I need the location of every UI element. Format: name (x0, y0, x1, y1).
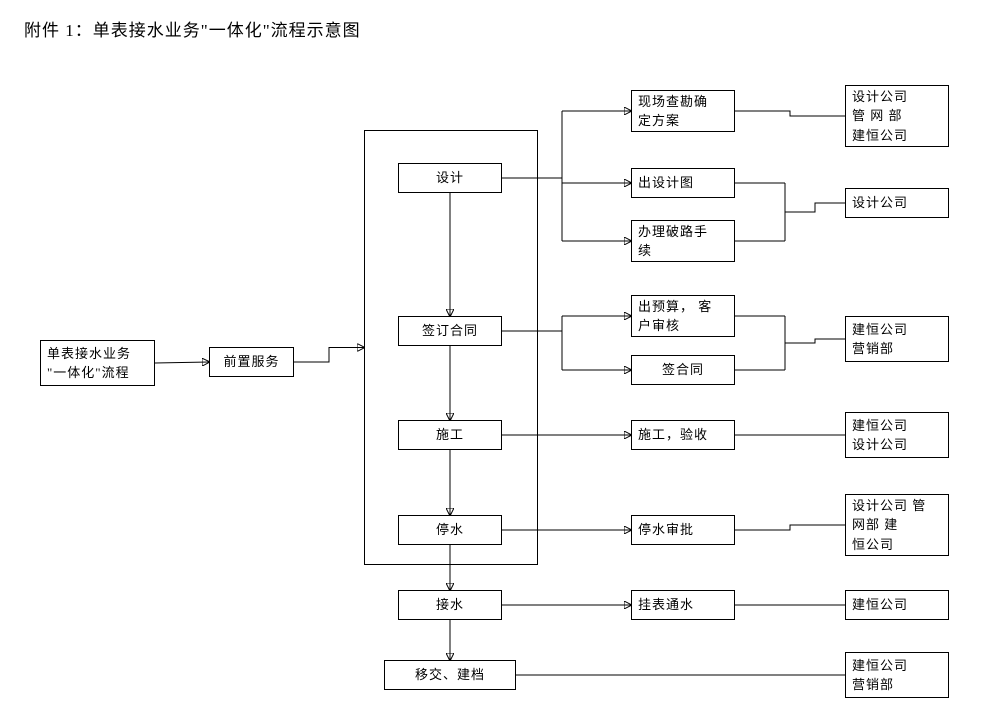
node-signcon: 签合同 (631, 355, 735, 385)
node-handover: 移交、建档 (384, 660, 516, 690)
node-contract: 签订合同 (398, 316, 502, 346)
node-dept6: 建恒公司 (845, 590, 949, 620)
node-dept7: 建恒公司营销部 (845, 652, 949, 698)
node-pre: 前置服务 (209, 347, 294, 377)
node-design: 设计 (398, 163, 502, 193)
node-dept4: 建恒公司设计公司 (845, 412, 949, 458)
node-survey: 现场查勘确定方案 (631, 90, 735, 132)
node-budget: 出预算， 客户审核 (631, 295, 735, 337)
node-stopwater: 停水 (398, 515, 502, 545)
node-stopappr: 停水审批 (631, 515, 735, 545)
node-roadperm: 办理破路手续 (631, 220, 735, 262)
page-title: 附件 1：单表接水业务"一体化"流程示意图 (24, 16, 361, 41)
node-dept3: 建恒公司营销部 (845, 316, 949, 362)
node-dept5: 设计公司 管网部 建恒公司 (845, 494, 949, 556)
node-drawing: 出设计图 (631, 168, 735, 198)
node-construct: 施工 (398, 420, 502, 450)
main-phase-group (364, 130, 538, 565)
flowchart-page: 附件 1：单表接水业务"一体化"流程示意图 单表接水业务"一体化"流程 前置服务… (0, 0, 989, 723)
node-dept2: 设计公司 (845, 188, 949, 218)
node-dept1: 设计公司管 网 部建恒公司 (845, 85, 949, 147)
node-constrchk: 施工，验收 (631, 420, 735, 450)
node-connect: 接水 (398, 590, 502, 620)
node-meteron: 挂表通水 (631, 590, 735, 620)
node-start: 单表接水业务"一体化"流程 (40, 340, 155, 386)
